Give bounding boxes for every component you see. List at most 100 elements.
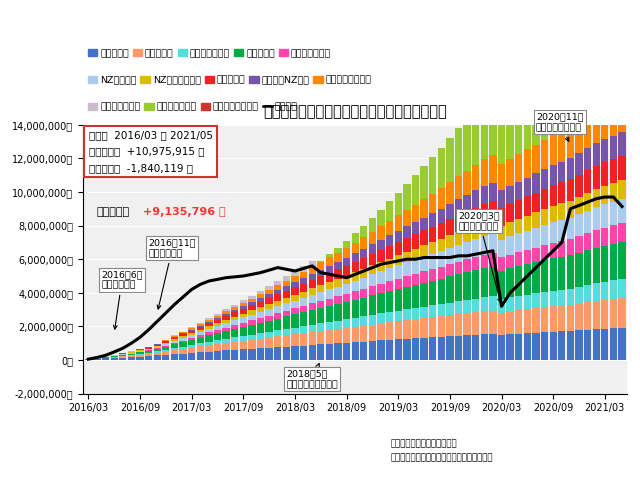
- Bar: [567, 331, 574, 360]
- Bar: [334, 252, 342, 262]
- Bar: [412, 319, 419, 338]
- Bar: [179, 336, 187, 338]
- Bar: [593, 329, 600, 360]
- Bar: [334, 279, 342, 287]
- Bar: [334, 262, 342, 269]
- Bar: [412, 204, 419, 222]
- Bar: [171, 344, 178, 348]
- Bar: [334, 248, 342, 252]
- Bar: [541, 169, 548, 189]
- Bar: [593, 248, 600, 283]
- Bar: [274, 336, 282, 347]
- Bar: [231, 305, 238, 307]
- Bar: [326, 254, 333, 257]
- Bar: [171, 343, 178, 344]
- Bar: [481, 334, 488, 360]
- Bar: [515, 91, 522, 155]
- Bar: [498, 226, 505, 240]
- Bar: [550, 206, 557, 222]
- Bar: [558, 257, 566, 289]
- Bar: [593, 301, 600, 329]
- Bar: [171, 341, 178, 343]
- Bar: [223, 312, 230, 314]
- Bar: [291, 346, 299, 360]
- Bar: [369, 286, 376, 296]
- Bar: [162, 346, 170, 347]
- Bar: [446, 336, 454, 360]
- Bar: [575, 121, 582, 153]
- Bar: [532, 228, 540, 248]
- Bar: [498, 165, 505, 191]
- Bar: [395, 322, 402, 339]
- Bar: [266, 337, 273, 348]
- Bar: [317, 344, 324, 360]
- Bar: [541, 332, 548, 360]
- Bar: [515, 200, 522, 219]
- Bar: [386, 246, 394, 259]
- Bar: [601, 162, 609, 186]
- Bar: [438, 208, 445, 223]
- Bar: [567, 239, 574, 255]
- Bar: [395, 279, 402, 289]
- Bar: [524, 178, 531, 196]
- Bar: [274, 301, 282, 306]
- Bar: [489, 334, 497, 360]
- Bar: [438, 251, 445, 266]
- Bar: [618, 132, 626, 156]
- Bar: [593, 143, 600, 166]
- Bar: [119, 358, 127, 360]
- Bar: [196, 323, 204, 324]
- Bar: [472, 108, 479, 165]
- Bar: [515, 155, 522, 182]
- Bar: [214, 320, 221, 323]
- Bar: [455, 232, 462, 245]
- Bar: [463, 242, 471, 259]
- Bar: [489, 253, 497, 267]
- Bar: [223, 327, 230, 331]
- Bar: [515, 89, 522, 91]
- Bar: [463, 195, 471, 211]
- Bar: [317, 292, 324, 301]
- Bar: [188, 330, 195, 331]
- Bar: [567, 288, 574, 305]
- Bar: [223, 339, 230, 343]
- Bar: [196, 325, 204, 327]
- Bar: [378, 210, 385, 226]
- Bar: [274, 290, 282, 294]
- Bar: [205, 342, 212, 345]
- Bar: [429, 242, 436, 254]
- Bar: [351, 233, 359, 242]
- Bar: [223, 331, 230, 339]
- Bar: [360, 316, 367, 326]
- Bar: [128, 354, 135, 355]
- Bar: [601, 204, 609, 228]
- Bar: [188, 327, 195, 328]
- Bar: [369, 315, 376, 324]
- Bar: [257, 348, 264, 360]
- Bar: [266, 321, 273, 332]
- Bar: [532, 192, 540, 213]
- Bar: [506, 186, 514, 204]
- Bar: [239, 309, 247, 313]
- Bar: [369, 253, 376, 265]
- Bar: [463, 211, 471, 228]
- Bar: [472, 165, 479, 191]
- Bar: [196, 337, 204, 343]
- Bar: [239, 341, 247, 349]
- Bar: [308, 345, 316, 360]
- Bar: [463, 118, 471, 171]
- Bar: [438, 266, 445, 278]
- Bar: [429, 305, 436, 317]
- Bar: [223, 309, 230, 312]
- Bar: [575, 175, 582, 197]
- Bar: [326, 289, 333, 299]
- Bar: [300, 272, 307, 278]
- Bar: [351, 242, 359, 253]
- Bar: [223, 314, 230, 316]
- Bar: [403, 184, 410, 210]
- Bar: [438, 223, 445, 239]
- Bar: [395, 255, 402, 265]
- Bar: [257, 333, 264, 339]
- Bar: [498, 313, 505, 335]
- Bar: [162, 355, 170, 360]
